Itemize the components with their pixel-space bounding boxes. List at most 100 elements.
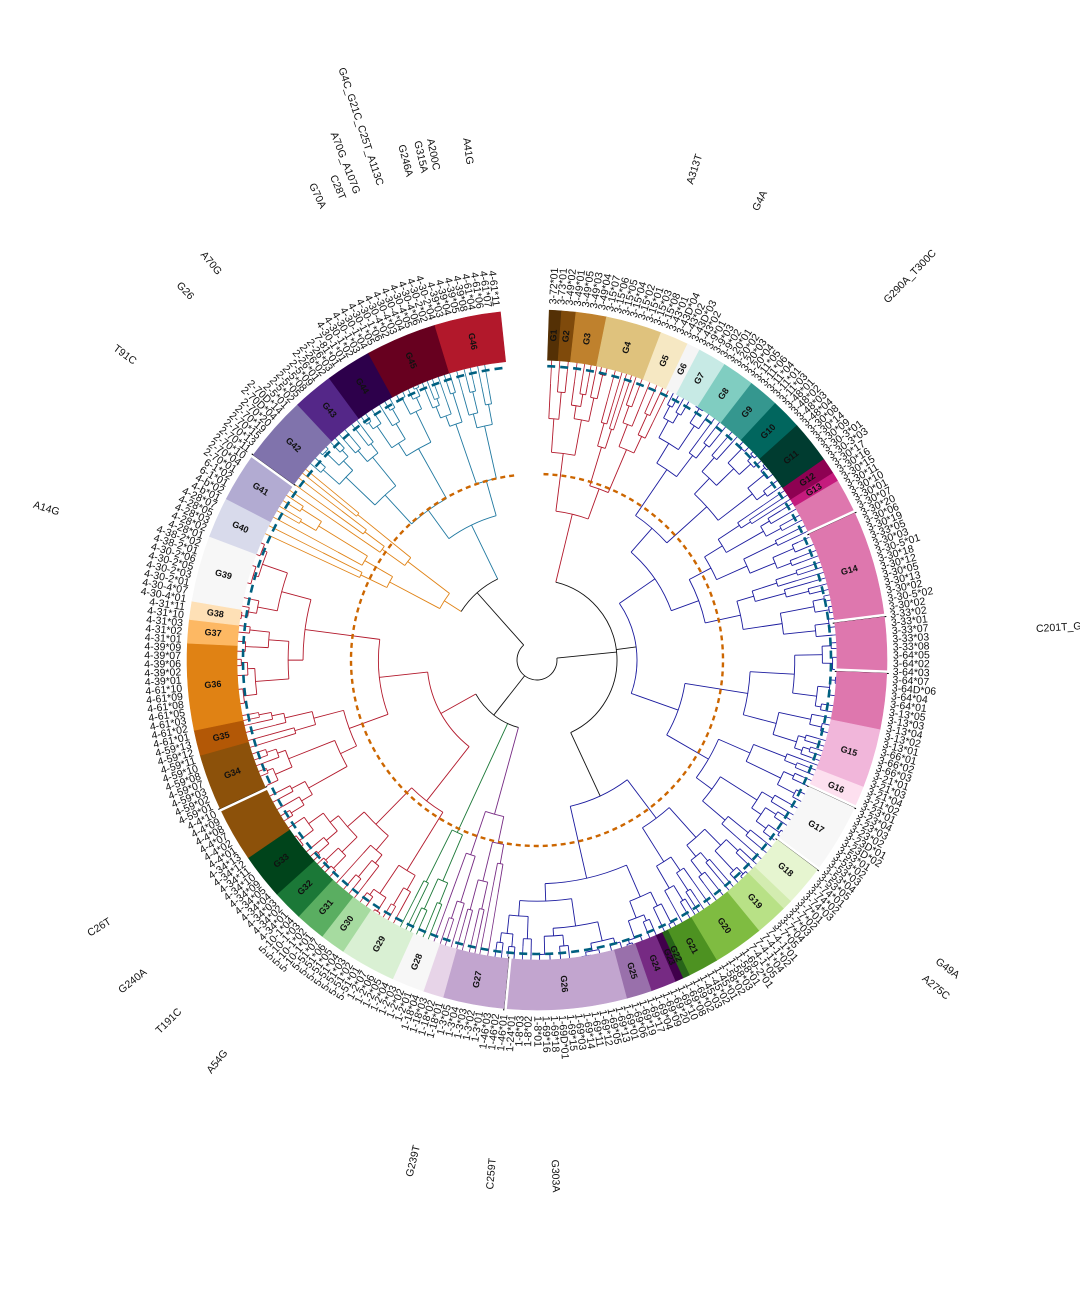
tip-label: 3-33*01 [890, 613, 928, 629]
tree-branch [585, 384, 589, 395]
group-label: G4 [620, 340, 633, 354]
tree-branch [727, 816, 749, 834]
tree-branch [817, 685, 830, 688]
tree-connector [497, 862, 504, 865]
tree-connector [362, 529, 367, 535]
tree-branch [800, 753, 812, 759]
tree-branch [695, 444, 707, 459]
ring-inner-edge [243, 366, 831, 954]
group-label: G1 [548, 329, 559, 342]
tree-branch [284, 711, 313, 719]
tree-branch [721, 823, 737, 837]
tree-branch [770, 516, 784, 525]
tree-branch [755, 592, 786, 602]
tree-connector [548, 418, 559, 420]
tree-branch [286, 815, 294, 820]
tree-branch [709, 858, 728, 880]
tree-connector [311, 711, 317, 725]
tree-branch [248, 611, 257, 614]
tree-branch [814, 609, 830, 613]
tree-branch [488, 390, 492, 404]
tree-branch [749, 562, 776, 574]
group-label: G36 [204, 679, 222, 690]
tree-connector [338, 847, 347, 856]
tree-branch [445, 415, 451, 427]
tree-branch [332, 564, 360, 578]
tree-connector [434, 397, 440, 400]
tip-label: 4-31*10 [147, 605, 185, 622]
tree-branch [794, 747, 803, 751]
clade-stem [440, 693, 477, 714]
tip-label: 1-69D*01 [556, 1015, 571, 1060]
tree-branch [392, 408, 401, 422]
tree-branch [474, 908, 480, 928]
tree-branch [585, 952, 587, 957]
tree-branch [649, 396, 659, 416]
tree-connector [265, 749, 269, 756]
tree-branch [755, 820, 767, 829]
backbone-stem [493, 675, 526, 716]
tree-branch [294, 724, 316, 732]
tree-connector [412, 395, 421, 400]
tree-connector [374, 485, 397, 506]
tip-label: 3-64*01 [889, 699, 927, 716]
tip-label: 1-8*03 [513, 1015, 526, 1047]
tree-branch [277, 749, 286, 754]
tree-connector [437, 878, 448, 884]
tree-branch [283, 733, 296, 738]
tree-branch [511, 933, 514, 947]
tree-branch [760, 520, 770, 527]
tree-branch [679, 901, 687, 912]
tree-connector [466, 852, 476, 857]
tree-branch [319, 452, 323, 456]
tree-branch [698, 876, 704, 884]
tree-branch [820, 709, 829, 712]
tree-branch [253, 599, 259, 602]
tree-branch [703, 432, 712, 444]
tree-branch [275, 766, 293, 775]
tree-branch [625, 383, 635, 406]
tree-branch [717, 524, 740, 540]
mutation-label: C201T_G [1036, 620, 1080, 635]
tree-branch [350, 435, 361, 449]
group-label: G26 [559, 975, 570, 993]
tree-connector [599, 373, 606, 377]
tree-branch [513, 946, 516, 959]
tree-branch [704, 545, 723, 558]
tree-connector [828, 606, 830, 613]
tree-connector [762, 824, 769, 833]
tree-branch [822, 722, 830, 726]
tree-branch [752, 582, 778, 592]
tree-connector [688, 452, 697, 459]
tree-branch [331, 510, 364, 535]
tree-connector [355, 874, 362, 880]
tree-branch [708, 433, 721, 448]
tree-connector [820, 723, 823, 731]
mutation-label: G246A [395, 143, 415, 178]
tree-branch [630, 527, 653, 553]
tip-label: 3-73*01 [555, 268, 570, 306]
tree-branch [740, 521, 751, 529]
tree-connector [298, 519, 302, 524]
tree-branch [447, 852, 467, 904]
tree-connector [440, 413, 452, 419]
tree-connector [322, 448, 329, 456]
mutation-label: A14G [32, 499, 61, 518]
tree-branch [245, 625, 251, 628]
tree-branch [795, 544, 812, 553]
tree-branch [418, 448, 447, 499]
tip-label: 3-64*03 [893, 666, 930, 679]
tree-branch [633, 436, 643, 454]
tree-branch [300, 521, 317, 531]
tree-branch [656, 443, 670, 464]
tip-label: 4-39*02 [144, 666, 181, 679]
tree-connector [316, 850, 321, 856]
tree-branch [676, 872, 689, 891]
tip-label: 1-24*01 [504, 1015, 518, 1053]
tree-connector [791, 544, 796, 553]
tree-branch [291, 781, 306, 789]
tree-branch [485, 480, 497, 516]
tree-branch [767, 491, 774, 497]
tree-branch [383, 399, 391, 411]
